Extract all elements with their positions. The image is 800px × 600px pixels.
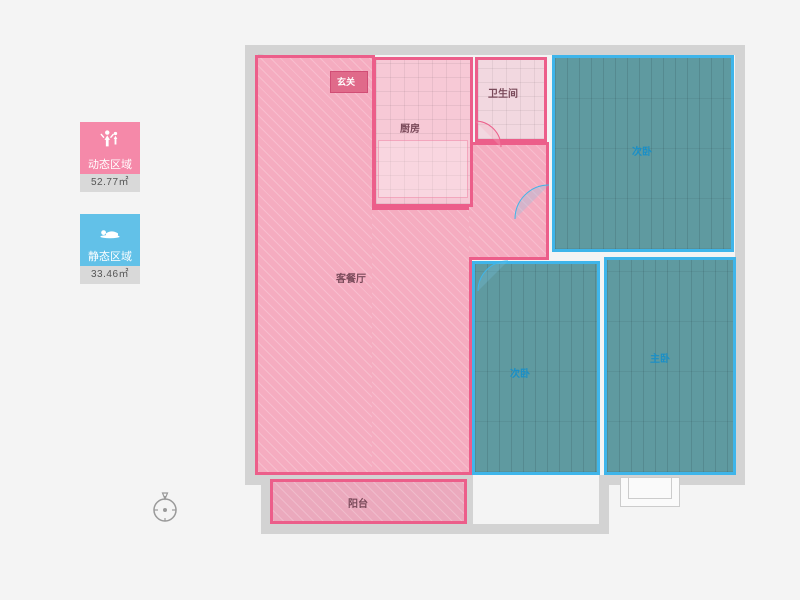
legend-static: 静态区域 33.46㎡	[80, 214, 140, 284]
label-bathroom: 卫生间	[488, 85, 518, 100]
legend-static-value: 33.46㎡	[80, 266, 140, 284]
label-living: 客餐厅	[336, 270, 366, 285]
room-living-ext	[372, 207, 472, 475]
room-living-corridor	[469, 142, 549, 260]
label-bed2: 次卧	[510, 365, 530, 380]
label-master: 主卧	[650, 350, 670, 365]
room-master-bedroom	[604, 257, 736, 475]
legend-panel: 动态区域 52.77㎡ 静态区域 33.46㎡	[80, 122, 140, 306]
step-2	[628, 477, 672, 499]
label-bed1: 次卧	[632, 143, 652, 158]
room-bedroom-2	[472, 261, 600, 475]
floorplan: 客餐厅 玄关 厨房 卫生间 次卧 次卧 主卧 阳台	[240, 35, 750, 535]
label-balcony: 阳台	[348, 495, 368, 510]
room-balcony	[270, 479, 467, 524]
legend-static-label: 静态区域	[80, 248, 140, 266]
legend-static-icon	[80, 214, 140, 248]
legend-dynamic-value: 52.77㎡	[80, 174, 140, 192]
room-living	[255, 55, 375, 475]
people-icon	[99, 128, 121, 150]
legend-dynamic: 动态区域 52.77㎡	[80, 122, 140, 192]
compass-icon	[150, 490, 180, 520]
label-kitchen: 厨房	[400, 120, 420, 135]
legend-dynamic-label: 动态区域	[80, 156, 140, 174]
legend-dynamic-icon	[80, 122, 140, 156]
label-entrance: 玄关	[337, 75, 355, 88]
kitchen-counter	[378, 140, 468, 198]
sleep-icon	[98, 222, 122, 240]
